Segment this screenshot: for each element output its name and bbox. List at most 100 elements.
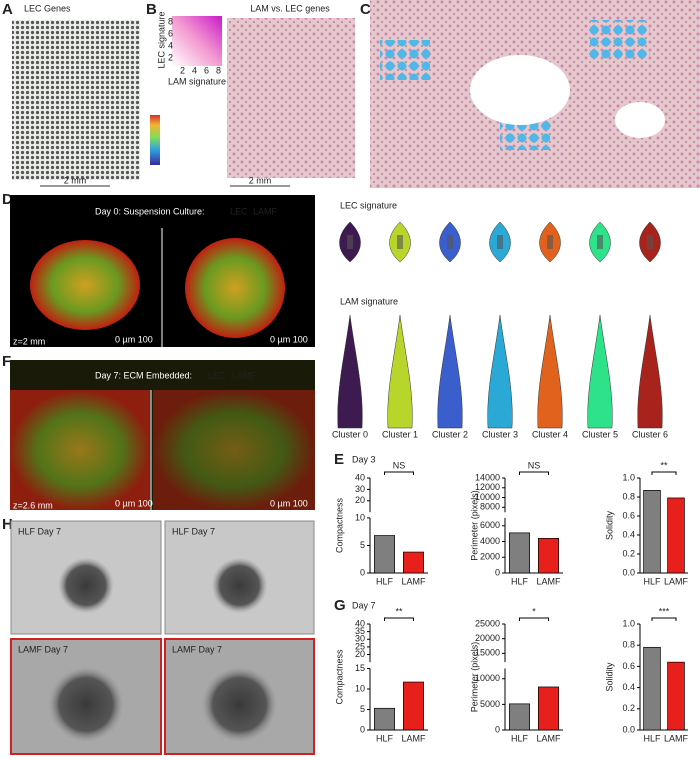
violin (587, 314, 613, 429)
panel-title: LEC Genes (24, 3, 71, 13)
bar (403, 551, 425, 574)
significance: ** (395, 606, 403, 616)
violin (537, 314, 563, 429)
spheroid (185, 238, 285, 338)
spots (590, 20, 650, 60)
y-axis-label: Solidity (604, 510, 614, 540)
x-tick-label: LAMF (401, 733, 426, 743)
y-tick-label: 20000 (475, 633, 500, 643)
y-tick-label: 40 (355, 618, 365, 628)
significance: *** (659, 606, 670, 616)
panel-label: G (334, 597, 346, 614)
y-tick-label: 1.0 (622, 618, 635, 628)
panel-title: Day 0: Suspension Culture: (95, 206, 205, 216)
x-tick-label: HLF (511, 576, 529, 586)
y-tick-label: 25 (355, 641, 365, 651)
spatial-image (12, 20, 140, 180)
panel-label: D (2, 191, 13, 208)
y-tick-label: 0.0 (622, 567, 635, 577)
violin-box (447, 235, 453, 249)
bar (643, 490, 661, 574)
bar (537, 538, 559, 574)
y-tick-label: 5 (360, 540, 365, 550)
x-tick-label: HLF (376, 576, 394, 586)
tick: 8 (168, 16, 173, 26)
panel-title: LAM vs. LEC genes (250, 3, 330, 13)
y-tick-label: 0.4 (622, 529, 635, 539)
cluster-label: Cluster 4 (532, 429, 568, 439)
y-tick-label: 0 (495, 567, 500, 577)
violin-title: LEC signature (340, 200, 397, 210)
y-axis-label: Compactness (334, 649, 344, 705)
y-tick-label: 0.0 (622, 724, 635, 734)
y-tick-label: 0.2 (622, 703, 635, 713)
panel-title: Day 7: ECM Embedded: (95, 370, 192, 380)
y-tick-label: 8000 (480, 502, 500, 512)
y-tick-label: 0.6 (622, 510, 635, 520)
y-tick-label: 14000 (475, 472, 500, 482)
x-tick-label: LAMF (536, 576, 561, 586)
panel-label: C (360, 1, 371, 18)
x-tick-label: HLF (643, 576, 661, 586)
violin (487, 314, 513, 429)
x-tick-label: HLF (643, 733, 661, 743)
y-tick-label: 6000 (480, 520, 500, 530)
panel-title: Day 7 (352, 600, 376, 610)
y-tick-label: 0.8 (622, 491, 635, 501)
tick: 2 (180, 65, 185, 75)
scale-text: 0 µm 100 (270, 334, 308, 344)
panel-label: B (146, 1, 157, 18)
violin-box (647, 235, 653, 249)
image-label: HLF Day 7 (172, 526, 215, 536)
y-tick-label: 0 (360, 567, 365, 577)
bar (509, 703, 531, 731)
cells (10, 390, 150, 510)
depth: z=2.6 mm (13, 500, 53, 510)
significance-bracket (384, 471, 414, 475)
spatial-image (227, 18, 355, 178)
cells (153, 390, 315, 510)
significance-bracket (519, 617, 549, 621)
significance-bracket (651, 471, 677, 475)
y-tick-label: 35 (355, 626, 365, 636)
y-tick-label: 15 (355, 663, 365, 673)
y-tick-label: 4000 (480, 536, 500, 546)
axis-label: LEC signature (156, 11, 166, 68)
scale-text: 2 mm (249, 175, 272, 185)
x-tick-label: LAMF (664, 733, 689, 743)
significance: NS (393, 460, 406, 470)
brightfield-grid: HLF Day 7 HLF Day 7 LAMF Day 7 LAMF Day 7 (10, 520, 315, 755)
bar (509, 532, 531, 574)
channel-red: LEC (230, 206, 248, 216)
violin-box (347, 235, 353, 249)
spheroid (30, 240, 140, 330)
y-tick-label: 25000 (475, 618, 500, 628)
scale-text: 0 µm 100 (270, 498, 308, 508)
violin (337, 314, 363, 429)
bar (643, 646, 661, 731)
airspace (470, 55, 570, 125)
violin-box (397, 235, 403, 249)
tick: 6 (204, 65, 209, 75)
spheroid (48, 666, 124, 743)
cluster-label: Cluster 1 (382, 429, 418, 439)
y-axis-label: Solidity (604, 662, 614, 692)
y-axis-label: Perimeter (pixels) (469, 642, 479, 713)
panel-label: A (2, 1, 13, 18)
y-tick-label: 20 (355, 495, 365, 505)
violin (387, 314, 413, 429)
depth: z=2 mm (13, 336, 45, 346)
x-tick-label: HLF (511, 733, 529, 743)
y-tick-label: 20 (355, 649, 365, 659)
channel-green: LAMF (253, 206, 278, 216)
bar (667, 661, 685, 731)
bar (667, 497, 685, 574)
spots (500, 120, 550, 150)
violin (437, 314, 463, 429)
significance: * (532, 606, 536, 616)
spheroid (201, 666, 278, 743)
cluster-label: Cluster 0 (332, 429, 368, 439)
bar (537, 686, 559, 731)
tick: 4 (168, 40, 173, 50)
